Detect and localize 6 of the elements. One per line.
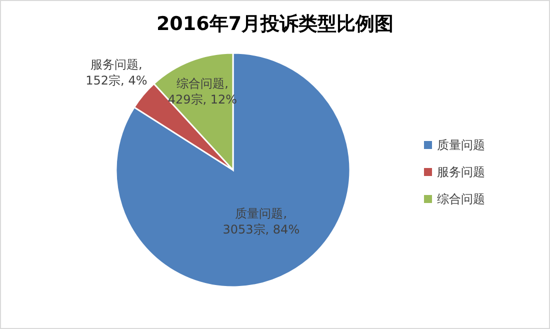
data-label: 服务问题, 152宗, 4% — [86, 57, 148, 88]
legend-label: 质量问题 — [437, 138, 485, 152]
data-label: 质量问题, 3053宗, 84% — [222, 206, 300, 236]
chart-title: 2016年7月投诉类型比例图 — [156, 13, 394, 35]
legend-label: 服务问题 — [437, 165, 485, 179]
legend-label: 综合问题 — [437, 192, 485, 206]
